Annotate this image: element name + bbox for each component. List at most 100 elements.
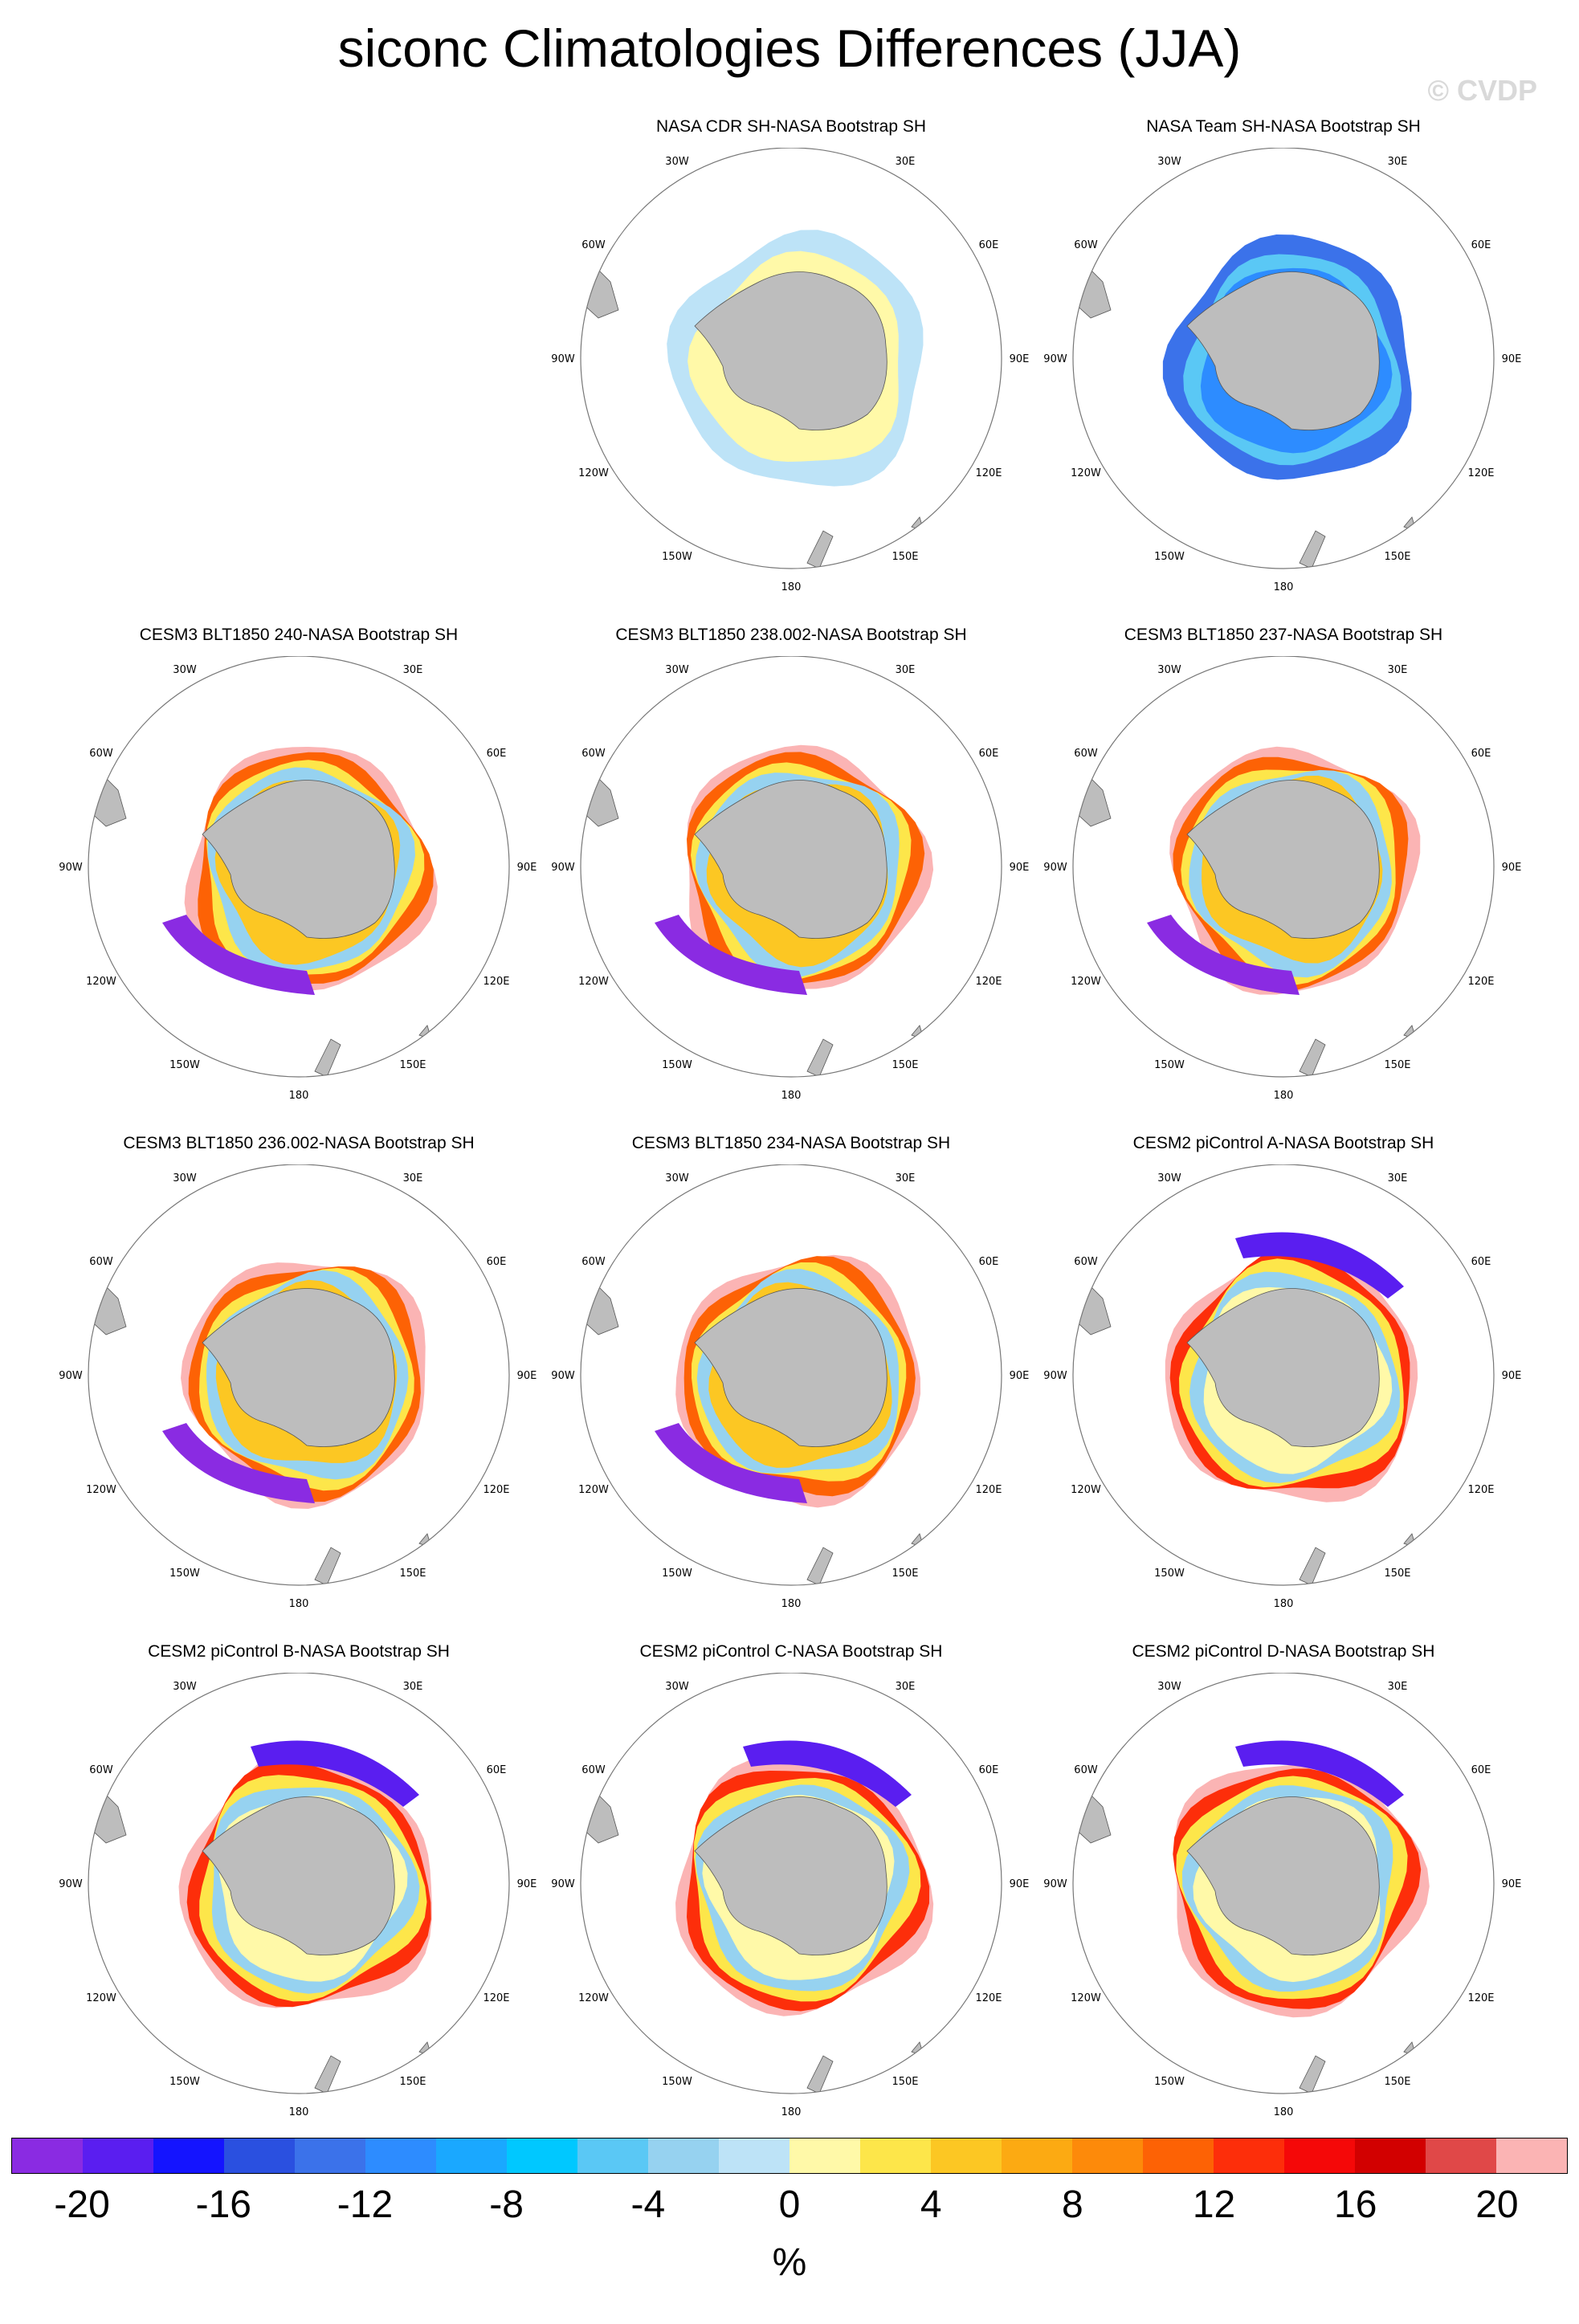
colorbar-swatch [719, 2138, 790, 2173]
longitude-label: 60W [1074, 239, 1098, 251]
longitude-label: 90E [1010, 1878, 1030, 1890]
longitude-label: 120W [1071, 1992, 1101, 2004]
longitude-label: 120E [483, 1484, 509, 1496]
longitude-label: 60W [89, 748, 113, 760]
colorbar-unit: % [772, 2241, 807, 2284]
new-zealand-landmass [806, 2055, 834, 2094]
new-zealand-landmass [1299, 1038, 1326, 1077]
colorbar [11, 2138, 1568, 2174]
polar-map: 030E60E90E120E150E180150W120W90W60W30W [59, 656, 537, 1102]
longitude-label: 60W [1074, 1256, 1098, 1268]
map-frame [1072, 1673, 1495, 2094]
longitude-label: 150E [399, 1568, 426, 1580]
polar-map: 030E60E90E120E150E180150W120W90W60W30W [59, 1164, 537, 1610]
colorbar-tick-label: 4 [920, 2183, 942, 2226]
longitude-label: 30E [896, 1172, 916, 1184]
new-zealand-landmass [1299, 1547, 1326, 1585]
new-zealand-landmass [1299, 2055, 1326, 2094]
tasmania-landmass [1403, 1025, 1417, 1040]
longitude-label: 90W [1043, 1878, 1067, 1890]
longitude-label: 30W [173, 1172, 197, 1184]
new-zealand-landmass [314, 2055, 341, 2094]
panel-title: CESM3 BLT1850 236.002-NASA Bootstrap SH [123, 1134, 475, 1152]
longitude-label: 120W [86, 1992, 116, 2004]
sea-ice-loss-patch [655, 1423, 807, 1503]
longitude-label: 60E [979, 239, 999, 251]
new-zealand-landmass [314, 1547, 341, 1585]
longitude-label: 120W [86, 1484, 116, 1496]
longitude-label: 30E [896, 664, 916, 676]
colorbar-swatch [83, 2138, 153, 2173]
tasmania-landmass [418, 1533, 432, 1548]
longitude-label: 150E [1384, 1059, 1410, 1071]
longitude-label: 180 [781, 1598, 802, 1610]
antarctica-landmass [1186, 271, 1380, 430]
map-panel: CESM2 piControl A-NASA Bootstrap SH030E6… [1034, 1134, 1532, 1632]
longitude-label: 90E [1010, 862, 1030, 874]
figure-title: siconc Climatologies Differences (JJA) [337, 18, 1242, 78]
longitude-label: 150E [892, 551, 918, 563]
polar-map: 030E60E90E120E150E180150W120W90W60W30W [1043, 1673, 1521, 2118]
map-panel: NASA CDR SH-NASA Bootstrap SH030E60E90E1… [542, 117, 1040, 615]
longitude-label: 30W [665, 156, 689, 168]
panel-title: CESM2 piControl C-NASA Bootstrap SH [639, 1642, 943, 1661]
polar-map: 030E60E90E120E150E180150W120W90W60W30W [1043, 1164, 1521, 1610]
longitude-label: 180 [1274, 581, 1294, 593]
longitude-label: 30W [665, 664, 689, 676]
longitude-label: 120W [578, 1484, 609, 1496]
longitude-label: 120E [1467, 1992, 1494, 2004]
map-panel: CESM3 BLT1850 240-NASA Bootstrap SH030E6… [50, 626, 548, 1123]
longitude-label: 30W [1157, 1172, 1181, 1184]
longitude-label: 90E [1502, 862, 1522, 874]
colorbar-tick-label: 8 [1062, 2183, 1083, 2226]
new-zealand-landmass [314, 1038, 341, 1077]
longitude-label: 60W [1074, 1764, 1098, 1776]
antarctica-landmass [694, 1288, 887, 1447]
longitude-label: 60W [89, 1764, 113, 1776]
map-panel: CESM3 BLT1850 237-NASA Bootstrap SH030E6… [1034, 626, 1532, 1123]
longitude-label: 60W [581, 1764, 606, 1776]
longitude-label: 120W [578, 467, 609, 479]
panel-title: CESM2 piControl B-NASA Bootstrap SH [148, 1642, 450, 1661]
colorbar-swatch [1426, 2138, 1496, 2173]
longitude-label: 150E [399, 1059, 426, 1071]
panel-title: CESM2 piControl D-NASA Bootstrap SH [1132, 1642, 1435, 1661]
map-frame [1072, 148, 1495, 569]
new-zealand-landmass [806, 1038, 834, 1077]
longitude-label: 60W [89, 1256, 113, 1268]
polar-map: 030E60E90E120E150E180150W120W90W60W30W [551, 1673, 1030, 2118]
longitude-label: 60E [487, 1764, 507, 1776]
longitude-label: 60E [487, 1256, 507, 1268]
longitude-label: 90E [1502, 353, 1522, 365]
antarctica-landmass [1186, 780, 1380, 939]
longitude-label: 90W [59, 862, 83, 874]
longitude-label: 30W [173, 664, 197, 676]
longitude-label: 150W [662, 551, 692, 563]
longitude-label: 60E [979, 748, 999, 760]
colorbar-swatch [790, 2138, 860, 2173]
longitude-label: 90W [59, 1878, 83, 1890]
longitude-label: 30W [1157, 664, 1181, 676]
longitude-label: 60E [1471, 1256, 1491, 1268]
longitude-label: 150W [1154, 2076, 1185, 2088]
longitude-label: 180 [289, 1090, 309, 1102]
longitude-label: 60W [1074, 748, 1098, 760]
map-panel: CESM2 piControl D-NASA Bootstrap SH030E6… [1034, 1642, 1532, 2140]
colorbar-swatch [1214, 2138, 1284, 2173]
antarctica-landmass [202, 780, 395, 939]
colorbar-tick-label: 0 [778, 2183, 801, 2226]
longitude-label: 120E [1467, 976, 1494, 988]
polar-map: 030E60E90E120E150E180150W120W90W60W30W [1043, 148, 1522, 593]
colorbar-ticks: -20 -16 -12 -8 -4 0 4 8 12 16 20 [0, 2183, 1579, 2231]
longitude-label: 120E [1467, 1484, 1494, 1496]
longitude-label: 150E [1384, 551, 1410, 563]
map-panel: CESM2 piControl C-NASA Bootstrap SH 030E6… [542, 1642, 1040, 2140]
antarctica-landmass [202, 1288, 395, 1447]
longitude-label: 150E [399, 2076, 426, 2088]
longitude-label: 90W [551, 353, 575, 365]
longitude-label: 90E [1010, 353, 1030, 365]
sea-ice-loss-patch [162, 915, 315, 995]
colorbar-tick-label: -4 [630, 2183, 666, 2226]
longitude-label: 150W [662, 2076, 692, 2088]
sea-ice-loss-patch [1235, 1740, 1404, 1807]
